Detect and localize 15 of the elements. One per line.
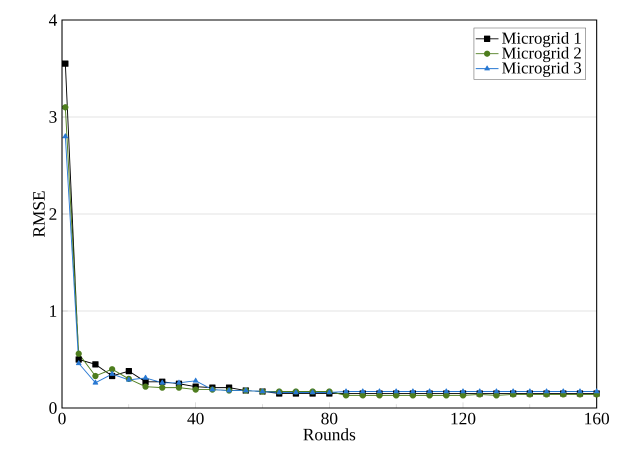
y-axis-title: RMSE <box>33 191 45 238</box>
x-tick-label: 0 <box>58 412 66 424</box>
x-tick-label: 160 <box>585 412 610 424</box>
y-tick-label: 4 <box>48 14 58 26</box>
legend-label: Microgrid 2 <box>502 46 581 62</box>
legend-label: Microgrid 3 <box>502 62 582 77</box>
x-tick-label: 120 <box>452 412 476 424</box>
y-tick-label: 1 <box>50 305 56 317</box>
y-tick-label: 3 <box>49 111 57 123</box>
x-axis-title: Rounds <box>303 428 356 440</box>
y-tick-label: 2 <box>49 208 56 220</box>
legend-label: Microgrid 1 <box>502 32 581 48</box>
x-tick-label: 40 <box>187 412 204 424</box>
y-tick-label: 0 <box>49 402 57 414</box>
x-tick-label: 80 <box>321 412 338 424</box>
